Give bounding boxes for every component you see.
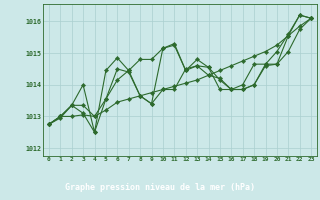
Text: Graphe pression niveau de la mer (hPa): Graphe pression niveau de la mer (hPa) xyxy=(65,183,255,192)
